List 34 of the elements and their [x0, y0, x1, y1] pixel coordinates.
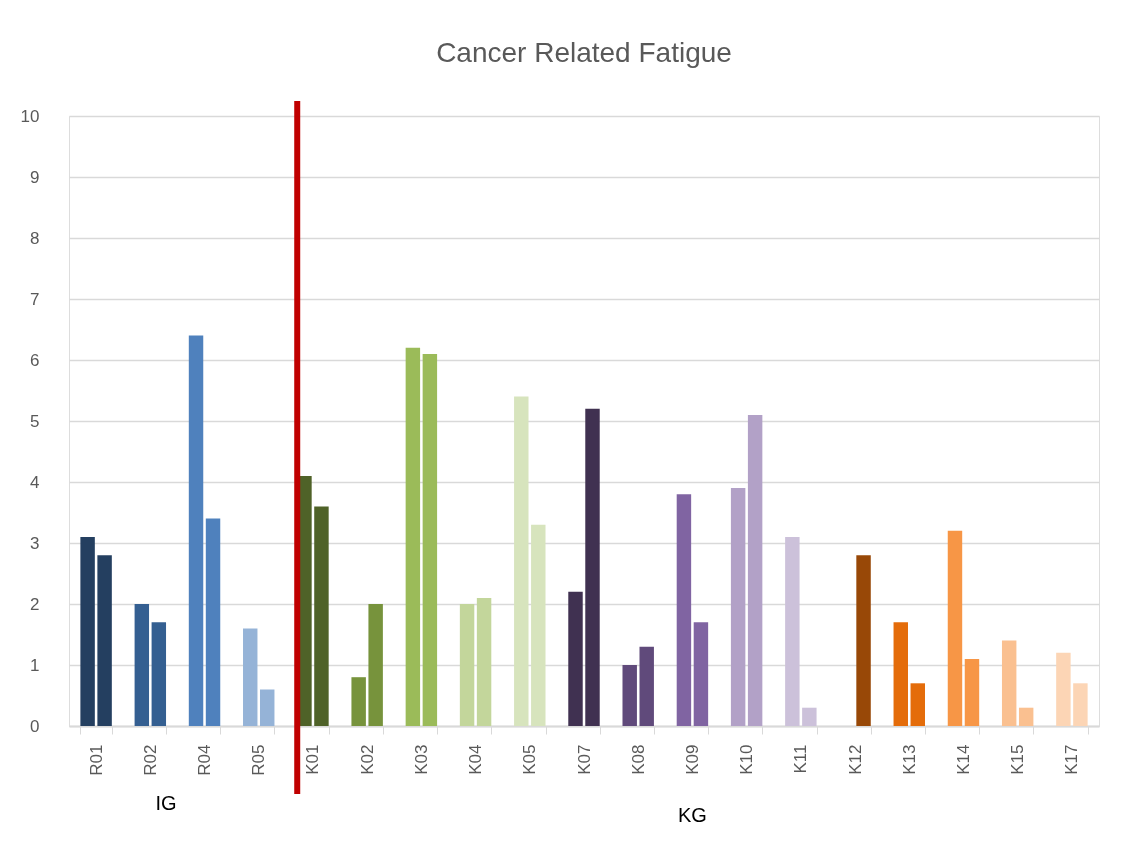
x-tick-label: K02 — [357, 744, 377, 775]
x-tick-label: K17 — [1062, 744, 1082, 775]
x-tick-label: K14 — [953, 744, 973, 775]
y-tick-label: 1 — [30, 655, 40, 675]
x-tick-label: K07 — [574, 744, 594, 775]
x-tick-label: K11 — [791, 744, 811, 774]
x-tick-label: K10 — [737, 744, 757, 775]
x-tick-label: K04 — [466, 744, 486, 775]
x-tick-label: K08 — [628, 744, 648, 775]
y-tick-label: 9 — [30, 167, 40, 187]
x-tick-label: R05 — [249, 744, 269, 776]
x-tick-label: K09 — [682, 744, 702, 775]
y-tick-label: 4 — [30, 472, 40, 492]
x-tick-label: K15 — [1008, 744, 1028, 775]
y-tick-label: 0 — [30, 716, 40, 736]
x-tick-label: K05 — [520, 744, 540, 775]
x-tick-label: R02 — [140, 744, 160, 776]
y-tick-label: 10 — [20, 106, 40, 126]
x-tick-label: K03 — [411, 744, 431, 775]
y-tick-label: 6 — [30, 350, 40, 370]
y-tick-label: 8 — [30, 228, 40, 248]
y-tick-label: 3 — [30, 533, 40, 553]
chart-title: Cancer Related Fatigue — [436, 37, 732, 68]
x-tick-label: K01 — [303, 744, 323, 775]
x-tick-label: R04 — [195, 744, 215, 776]
y-tick-label: 2 — [30, 594, 40, 614]
bar — [856, 555, 871, 726]
y-tick-label: 5 — [30, 411, 40, 431]
x-tick-label: R01 — [86, 744, 106, 776]
text: KG — [677, 804, 707, 826]
x-tick-label: K12 — [845, 744, 865, 775]
text: IG — [155, 792, 177, 814]
y-tick-label: 7 — [30, 289, 40, 309]
x-tick-label: K13 — [899, 744, 919, 775]
